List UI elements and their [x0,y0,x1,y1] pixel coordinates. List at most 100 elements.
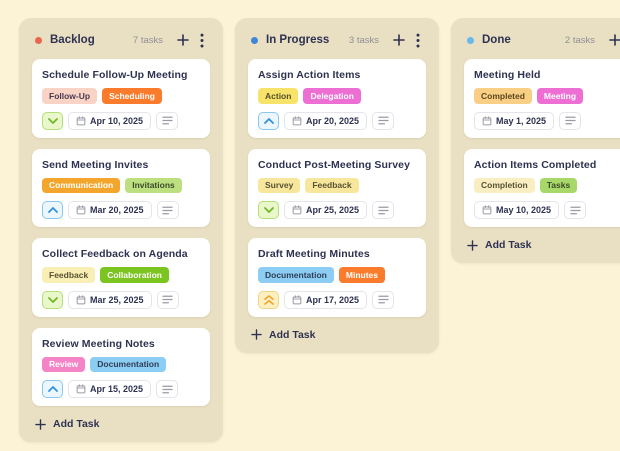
label-tasks: Tasks [539,177,578,193]
column-task-count: 2 tasks [564,34,595,46]
task-card-assign-action-items[interactable]: Assign Action Items Action Delegation Apr… [248,59,426,138]
label-review: Review [42,356,86,372]
task-labels: Completed Meeting [474,88,620,104]
chevron-down-icon [47,296,58,303]
calendar-icon [76,115,86,125]
kebab-menu-icon [200,33,204,47]
label-minutes: Minutes [338,267,385,283]
label-feedback: Feedback [305,177,359,193]
plus-icon [393,34,405,46]
task-meta-row: Mar 25, 2025 [42,290,200,309]
label-communication: Communication [42,177,121,193]
chevron-down-icon [263,207,274,213]
calendar-icon [292,205,302,215]
task-card-conduct-post-meeting-survey[interactable]: Conduct Post-Meeting Survey Survey Feedba… [248,148,426,227]
description-indicator [564,201,587,219]
column-title: Backlog [50,34,95,46]
calendar-icon [292,294,302,304]
label-feedback: Feedback [42,267,96,283]
label-documentation: Documentation [90,356,167,372]
description-lines-icon [161,385,173,393]
task-labels: Communication Invitations [42,177,200,193]
task-labels: Action Delegation [258,88,416,104]
column-cards: Schedule Follow-Up Meeting Follow-Up Sche… [32,59,210,406]
due-date-text: Apr 15, 2025 [90,384,144,394]
due-date-chip: May 1, 2025 [474,111,555,130]
description-lines-icon [377,206,389,214]
due-date-chip: Apr 10, 2025 [68,111,152,130]
task-meta-row: Apr 15, 2025 [42,380,200,398]
task-card-review-meeting-notes[interactable]: Review Meeting Notes Review Documentation… [32,327,210,406]
column-color-dot [467,36,474,44]
due-date-chip: Mar 25, 2025 [68,290,152,309]
column-title: Done [482,34,511,46]
label-meeting: Meeting [536,88,584,104]
task-card-schedule-follow-up-meeting[interactable]: Schedule Follow-Up Meeting Follow-Up Sche… [32,59,210,138]
label-follow-up: Follow-Up [42,88,98,104]
description-lines-icon [569,206,581,214]
task-meta-row: Apr 17, 2025 [258,290,416,309]
add-task-icon-button[interactable] [390,31,408,49]
chevron-down-icon [47,117,58,124]
description-lines-icon [162,295,173,304]
priority-indicator-high [42,201,63,219]
task-labels: Survey Feedback [258,177,416,193]
task-title: Conduct Post-Meeting Survey [258,158,411,171]
due-date-text: Apr 17, 2025 [306,294,360,305]
task-labels: Feedback Collaboration [42,267,200,283]
due-date-chip: Apr 20, 2025 [284,111,368,130]
column-menu-button[interactable] [412,31,424,49]
add-task-icon-button[interactable] [174,31,192,49]
add-task-label: Add Task [269,328,316,341]
chevron-up-icon [47,207,58,213]
column-cards: Assign Action Items Action Delegation Apr… [248,59,426,317]
add-task-button[interactable]: Add Task [35,418,99,430]
description-indicator [156,201,179,219]
due-date-chip: Apr 15, 2025 [68,380,152,398]
column-menu-button[interactable] [196,31,208,49]
add-task-button[interactable]: Add Task [467,239,531,251]
task-title: Collect Feedback on Agenda [42,248,188,260]
due-date-chip: Apr 17, 2025 [284,290,368,309]
plus-icon [467,239,478,251]
description-indicator [156,111,179,130]
column-color-dot [35,36,42,44]
description-lines-icon [377,295,389,304]
description-indicator [156,290,179,309]
column-task-count: 3 tasks [348,34,379,46]
due-date-text: Mar 20, 2025 [90,205,144,215]
calendar-icon [482,205,492,215]
task-card-action-items-completed[interactable]: Action Items Completed Completion Tasks M… [464,148,620,227]
task-card-send-meeting-invites[interactable]: Send Meeting Invites Communication Invita… [32,148,210,227]
task-title: Action Items Completed [474,158,597,171]
due-date-chip: Mar 20, 2025 [68,201,152,219]
task-labels: Documentation Minutes [258,267,416,283]
due-date-text: Mar 25, 2025 [90,294,144,305]
calendar-icon [76,294,86,304]
plus-icon [251,329,262,340]
task-labels: Review Documentation [42,356,200,372]
task-card-draft-meeting-minutes[interactable]: Draft Meeting Minutes Documentation Minut… [248,238,426,317]
task-meta-row: May 10, 2025 [474,201,620,219]
plus-icon [609,34,620,46]
calendar-icon [76,384,86,394]
due-date-chip: Apr 25, 2025 [284,201,368,219]
calendar-icon [76,205,86,215]
task-card-collect-feedback-on-agenda[interactable]: Collect Feedback on Agenda Feedback Colla… [32,238,210,317]
add-task-button[interactable]: Add Task [251,329,315,341]
task-meta-row: Apr 25, 2025 [258,201,416,219]
task-title: Meeting Held [474,69,541,81]
add-task-icon-button[interactable] [606,31,620,49]
description-lines-icon [162,206,173,214]
chevron-up-icon [263,117,274,124]
label-completed: Completed [474,88,532,104]
description-indicator [372,290,395,309]
description-indicator [372,111,395,130]
column-header: Done 2 tasks [467,28,620,52]
due-date-text: Apr 20, 2025 [306,115,360,126]
label-completion: Completion [474,177,535,193]
task-card-meeting-held[interactable]: Meeting Held Completed Meeting May 1, 202… [464,59,620,138]
description-indicator [559,111,582,130]
task-labels: Completion Tasks [474,177,620,193]
calendar-icon [292,115,302,125]
